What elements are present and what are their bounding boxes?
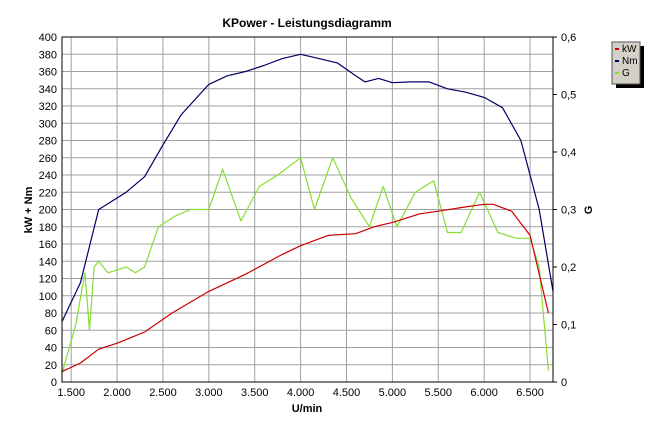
tick-labels: 1.500 2.000 2.500 3.000 3.500 4.000 4.500 5.000… (39, 32, 577, 399)
series-lines (61, 53, 554, 374)
y2-tick-label: 0 (561, 377, 567, 389)
y-tick-label: 160 (39, 239, 57, 251)
y-tick-label: 280 (39, 136, 57, 148)
grid (62, 36, 553, 383)
series-line-kw (61, 203, 549, 373)
y-tick-label: 140 (39, 256, 57, 268)
y-tick-label: 400 (39, 32, 57, 44)
y-tick-label: 320 (39, 101, 57, 113)
x-tick-label: 2.500 (149, 387, 177, 399)
chart-title: KPower - Leistungsdiagramm (222, 16, 391, 30)
y2-tick-label: 0,4 (561, 147, 576, 159)
x-tick-label: 1.500 (57, 387, 85, 399)
x-tick-label: 6.000 (470, 387, 498, 399)
y-tick-label: 60 (45, 325, 57, 337)
y-tick-label: 380 (39, 49, 57, 61)
series-line-g (61, 157, 549, 374)
y-tick-label: 80 (45, 308, 57, 320)
y2-tick-label: 0,6 (561, 32, 576, 44)
y-tick-label: 0 (51, 377, 57, 389)
y-tick-label: 300 (39, 118, 57, 130)
y2-tick-label: 0,5 (561, 90, 576, 102)
y2-axis-label: G (583, 206, 595, 215)
x-tick-label: 3.500 (241, 387, 269, 399)
legend-label-kw: kW (622, 44, 637, 55)
x-tick-label: 4.000 (287, 387, 315, 399)
y-tick-label: 220 (39, 187, 57, 199)
legend-label-nm: Nm (622, 56, 638, 67)
y2-tick-label: 0,3 (561, 205, 576, 217)
x-axis-label: U/min (292, 403, 323, 415)
y-axis-label: kW + Nm (23, 186, 35, 233)
y-tick-label: 180 (39, 222, 57, 234)
y-tick-label: 340 (39, 84, 57, 96)
y-tick-label: 200 (39, 205, 57, 217)
y2-tick-label: 0,2 (561, 262, 576, 274)
x-tick-label: 5.000 (379, 387, 407, 399)
y-tick-label: 120 (39, 274, 57, 286)
x-tick-label: 6.500 (516, 387, 544, 399)
y2-tick-label: 0,1 (561, 320, 576, 332)
x-tick-label: 2.000 (103, 387, 131, 399)
x-tick-label: 3.000 (195, 387, 223, 399)
series-line-nm (61, 53, 554, 322)
y-tick-label: 260 (39, 153, 57, 165)
legend-label-g: G (622, 68, 630, 79)
x-tick-label: 4.500 (333, 387, 361, 399)
x-tick-label: 5.500 (425, 387, 453, 399)
y-tick-label: 360 (39, 67, 57, 79)
y-tick-label: 20 (45, 360, 57, 372)
y-tick-label: 100 (39, 291, 57, 303)
y-tick-label: 40 (45, 343, 57, 355)
y-tick-label: 240 (39, 170, 57, 182)
